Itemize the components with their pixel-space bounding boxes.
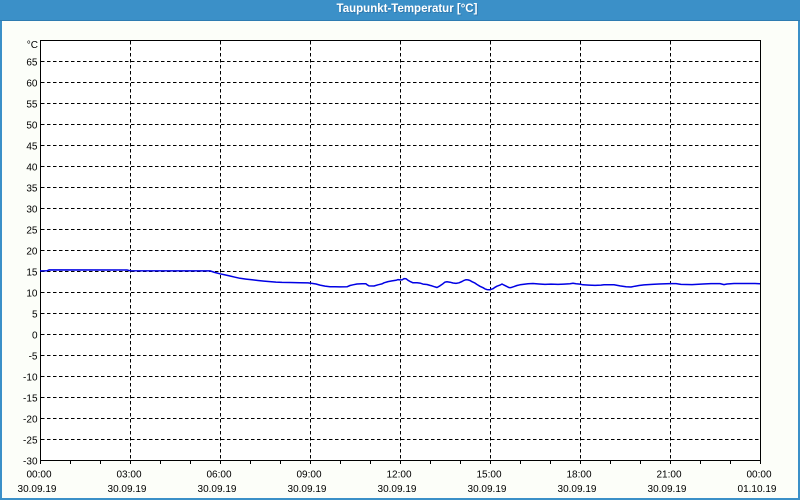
svg-text:55: 55 [26,100,38,111]
svg-text:-25: -25 [23,436,38,447]
svg-text:-5: -5 [29,352,38,363]
svg-text:00:00: 00:00 [26,470,51,481]
svg-text:21:00: 21:00 [656,470,681,481]
svg-text:-15: -15 [23,394,38,405]
svg-text:0: 0 [32,331,38,342]
svg-text:30.09.19: 30.09.19 [468,484,507,495]
svg-text:30.09.19: 30.09.19 [288,484,327,495]
svg-text:30.09.19: 30.09.19 [198,484,237,495]
svg-text:15:00: 15:00 [476,470,501,481]
svg-text:30.09.19: 30.09.19 [648,484,687,495]
svg-text:-10: -10 [23,373,38,384]
svg-text:65: 65 [26,58,38,69]
svg-text:-30: -30 [23,457,38,468]
svg-text:03:00: 03:00 [116,470,141,481]
svg-text:30.09.19: 30.09.19 [108,484,147,495]
svg-text:30.09.19: 30.09.19 [378,484,417,495]
svg-text:18:00: 18:00 [566,470,591,481]
svg-text:35: 35 [26,184,38,195]
svg-text:01.10.19: 01.10.19 [738,484,777,495]
svg-text:06:00: 06:00 [206,470,231,481]
svg-text:00:00: 00:00 [746,470,771,481]
svg-text:20: 20 [26,247,38,258]
svg-text:09:00: 09:00 [296,470,321,481]
svg-text:5: 5 [32,310,38,321]
svg-text:50: 50 [26,121,38,132]
svg-text:25: 25 [26,226,38,237]
svg-text:°C: °C [27,40,38,51]
svg-text:30.09.19: 30.09.19 [558,484,597,495]
svg-text:10: 10 [26,289,38,300]
svg-text:12:00: 12:00 [386,470,411,481]
svg-text:40: 40 [26,163,38,174]
svg-text:30.09.19: 30.09.19 [18,484,57,495]
svg-text:30: 30 [26,205,38,216]
svg-text:15: 15 [26,268,38,279]
svg-text:60: 60 [26,79,38,90]
svg-text:-20: -20 [23,415,38,426]
svg-text:45: 45 [26,142,38,153]
